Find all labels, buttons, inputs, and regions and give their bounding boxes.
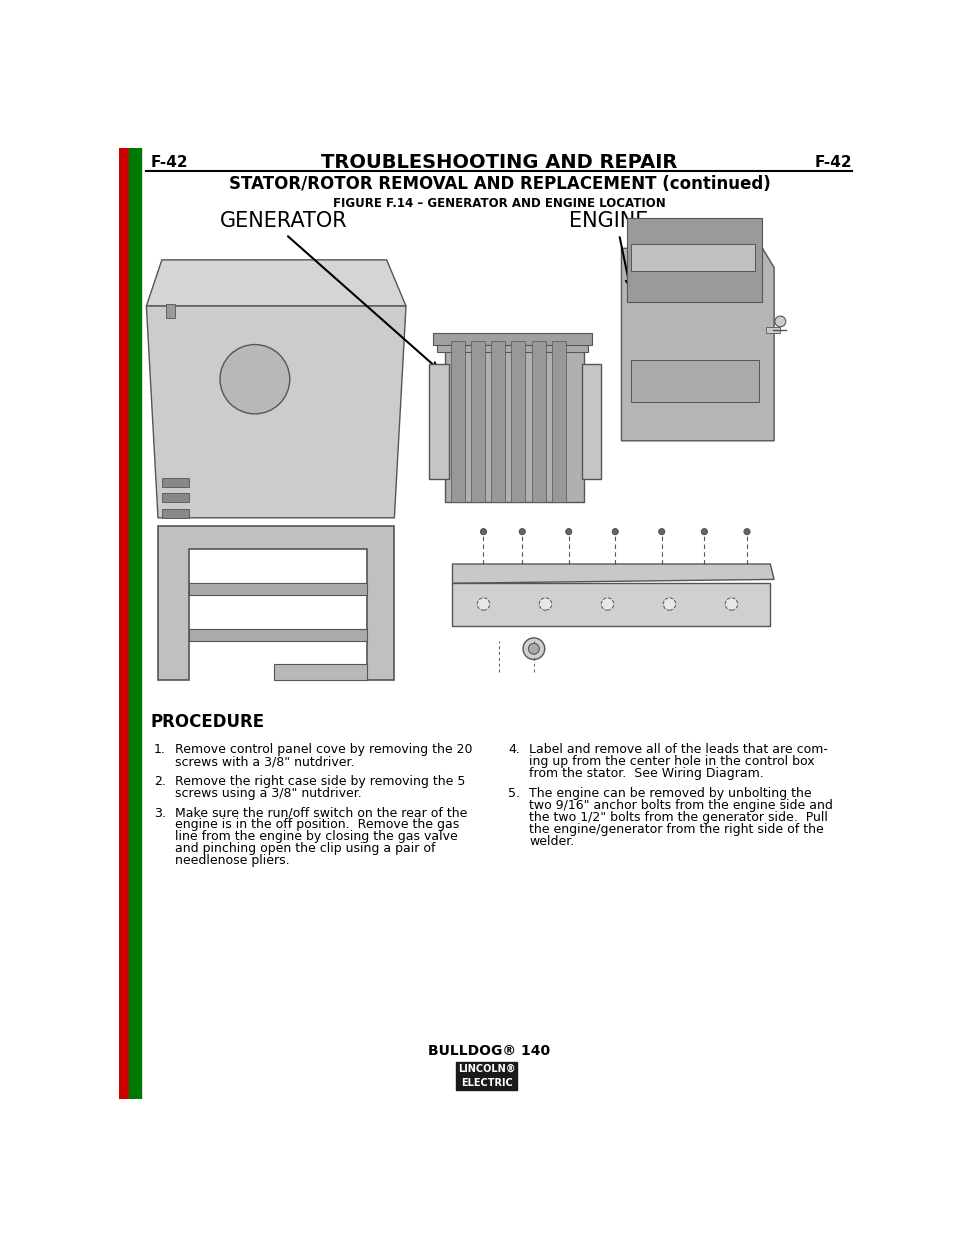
Bar (274, 664, 367, 679)
Text: The engine can be removed by unbolting the: The engine can be removed by unbolting t… (529, 787, 811, 800)
Bar (166, 304, 174, 317)
Circle shape (658, 529, 664, 535)
Circle shape (724, 598, 737, 610)
Polygon shape (158, 526, 394, 679)
Circle shape (528, 643, 538, 655)
Circle shape (565, 529, 571, 535)
Text: STATOR/ROTOR REMOVAL AND REPLACEMENT (continued): STATOR/ROTOR REMOVAL AND REPLACEMENT (co… (229, 174, 769, 193)
Bar (765, 327, 780, 333)
Circle shape (743, 529, 749, 535)
Circle shape (522, 638, 544, 659)
Text: engine is in the off position.  Remove the gas: engine is in the off position. Remove th… (174, 819, 458, 831)
Bar (491, 341, 505, 503)
Text: 1.: 1. (153, 743, 166, 756)
Bar (433, 333, 592, 345)
Text: and pinching open the clip using a pair of: and pinching open the clip using a pair … (174, 842, 436, 856)
Text: Return to Section TOC: Return to Section TOC (120, 263, 129, 357)
Text: GENERATOR: GENERATOR (220, 211, 347, 231)
Text: PROCEDURE: PROCEDURE (150, 713, 264, 731)
Text: Return to Master TOC: Return to Master TOC (131, 480, 139, 571)
Bar (189, 583, 367, 595)
Circle shape (612, 529, 618, 535)
Circle shape (518, 529, 525, 535)
Bar (451, 341, 464, 503)
Bar (551, 341, 565, 503)
Text: FIGURE F.14 – GENERATOR AND ENGINE LOCATION: FIGURE F.14 – GENERATOR AND ENGINE LOCAT… (333, 198, 665, 210)
Bar (162, 509, 189, 517)
Text: ELECTRIC: ELECTRIC (460, 1078, 512, 1088)
Text: Return to Section TOC: Return to Section TOC (120, 479, 129, 572)
Bar (119, 148, 130, 1099)
Text: Return to Master TOC: Return to Master TOC (131, 264, 139, 356)
Bar (511, 341, 525, 503)
Bar (630, 359, 758, 403)
Bar (162, 478, 189, 487)
Circle shape (538, 598, 551, 610)
Text: 3.: 3. (153, 806, 166, 820)
Text: screws using a 3/8" nutdriver.: screws using a 3/8" nutdriver. (174, 787, 361, 800)
Polygon shape (452, 564, 773, 583)
Bar (436, 337, 587, 352)
Bar (471, 341, 484, 503)
Bar (189, 630, 367, 641)
Text: line from the engine by closing the gas valve: line from the engine by closing the gas … (174, 830, 457, 844)
Text: LINCOLN®: LINCOLN® (457, 1065, 515, 1074)
Text: F-42: F-42 (150, 154, 188, 169)
Text: Return to Section TOC: Return to Section TOC (120, 772, 129, 864)
Text: needlenose pliers.: needlenose pliers. (174, 855, 290, 867)
Text: Remove the right case side by removing the 5: Remove the right case side by removing t… (174, 776, 465, 788)
Text: Remove control panel cove by removing the 20: Remove control panel cove by removing th… (174, 743, 472, 756)
Circle shape (700, 529, 707, 535)
Circle shape (220, 345, 290, 414)
Bar (581, 364, 600, 479)
Text: 2.: 2. (153, 776, 166, 788)
Text: TROUBLESHOOTING AND REPAIR: TROUBLESHOOTING AND REPAIR (321, 153, 677, 172)
Circle shape (662, 598, 675, 610)
Circle shape (600, 598, 613, 610)
Text: ENGINE: ENGINE (568, 211, 647, 231)
Bar (444, 341, 583, 503)
Bar (626, 217, 761, 303)
Text: 4.: 4. (508, 743, 519, 756)
Text: Label and remove all of the leads that are com-: Label and remove all of the leads that a… (529, 743, 827, 756)
Polygon shape (620, 248, 773, 441)
Text: two 9/16" anchor bolts from the engine side and: two 9/16" anchor bolts from the engine s… (529, 799, 832, 811)
Bar (162, 493, 189, 503)
Text: the engine/generator from the right side of the: the engine/generator from the right side… (529, 823, 823, 836)
Circle shape (480, 529, 486, 535)
Text: BULLDOG® 140: BULLDOG® 140 (427, 1044, 550, 1057)
Bar (456, 1076, 517, 1091)
Text: Return to Master TOC: Return to Master TOC (131, 773, 139, 863)
Bar (630, 245, 754, 272)
Text: Make sure the run/off switch on the rear of the: Make sure the run/off switch on the rear… (174, 806, 467, 820)
Text: ing up from the center hole in the control box: ing up from the center hole in the contr… (529, 756, 814, 768)
Bar (130, 148, 141, 1099)
Bar (456, 1062, 517, 1076)
Bar (429, 364, 448, 479)
Text: screws with a 3/8" nutdriver.: screws with a 3/8" nutdriver. (174, 756, 355, 768)
Circle shape (476, 598, 489, 610)
Polygon shape (146, 259, 406, 306)
Polygon shape (452, 583, 769, 626)
Text: F-42: F-42 (814, 154, 852, 169)
Circle shape (774, 316, 785, 327)
Bar (531, 341, 545, 503)
Text: from the stator.  See Wiring Diagram.: from the stator. See Wiring Diagram. (529, 767, 763, 781)
Polygon shape (146, 306, 406, 517)
Text: the two 1/2" bolts from the generator side.  Pull: the two 1/2" bolts from the generator si… (529, 811, 827, 824)
Text: welder.: welder. (529, 835, 574, 847)
Text: 5.: 5. (507, 787, 519, 800)
